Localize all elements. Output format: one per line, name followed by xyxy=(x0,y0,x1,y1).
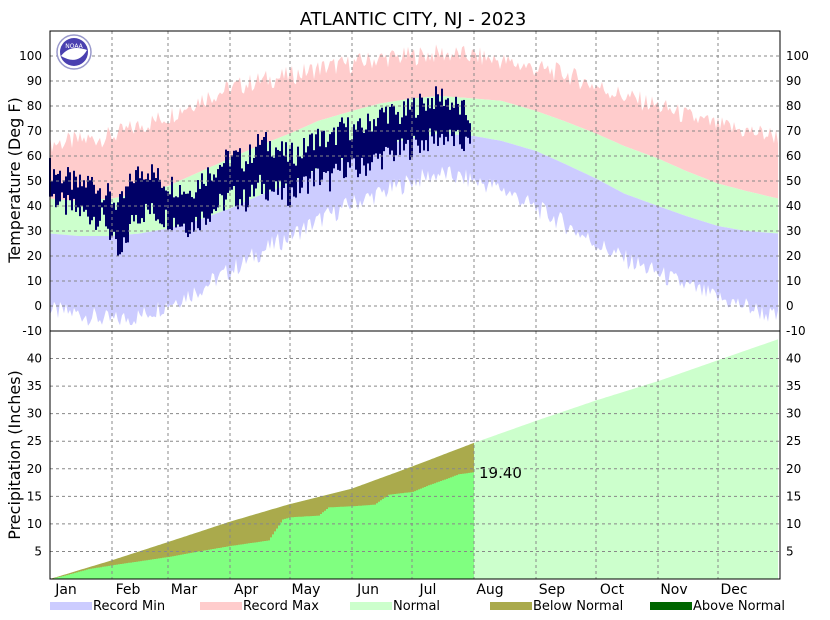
temp-tick-label-left: 50 xyxy=(27,174,42,188)
precip-tick-label-right: 30 xyxy=(786,407,801,421)
temp-tick-label-right: 40 xyxy=(786,199,801,213)
temp-tick-label-left: 20 xyxy=(27,249,42,263)
precipitation-panel: 19.40 5 5 10 10 15 15 20 20 25 25 30 30 35 35 40 40 xyxy=(27,339,801,579)
month-label: Apr xyxy=(234,582,258,598)
record-max-band xyxy=(50,44,778,202)
legend-label: Normal xyxy=(393,599,440,614)
precip-tick-label-right: 5 xyxy=(786,544,794,558)
legend-swatch xyxy=(200,602,242,610)
observed-precip-area xyxy=(50,472,474,579)
temp-tick-label-right: 60 xyxy=(786,149,801,163)
legend-label: Below Normal xyxy=(533,599,623,614)
precip-total-label: 19.40 xyxy=(479,464,522,482)
precip-tick-label-right: 15 xyxy=(786,489,801,503)
chart-title: ATLANTIC CITY, NJ - 2023 xyxy=(300,9,527,30)
month-label: Jul xyxy=(419,582,437,598)
temp-tick-label-right: 100 xyxy=(786,49,809,63)
temperature-panel: -10 -10 0 0 10 10 20 20 30 30 40 40 50 50 60 60 70 70 80 80… xyxy=(19,44,809,338)
noaa-logo-icon: NOAA xyxy=(56,34,92,70)
month-label: Jan xyxy=(54,582,77,598)
month-label: Oct xyxy=(600,582,625,598)
legend-label: Record Min xyxy=(93,599,165,614)
temp-tick-label-left: -10 xyxy=(22,324,42,338)
month-label: Dec xyxy=(720,582,747,598)
precip-tick-label-right: 35 xyxy=(786,379,801,393)
legend-swatch xyxy=(490,602,532,610)
temp-tick-label-right: 50 xyxy=(786,174,801,188)
temp-tick-label-right: -10 xyxy=(786,324,806,338)
precip-tick-label-right: 10 xyxy=(786,517,801,531)
temperature-axis-label: Temperature (Deg F) xyxy=(5,97,24,264)
temp-tick-label-left: 30 xyxy=(27,224,42,238)
precip-tick-label-left: 10 xyxy=(27,517,42,531)
precip-tick-label-left: 40 xyxy=(27,352,42,366)
precip-tick-label-left: 30 xyxy=(27,407,42,421)
temp-tick-label-right: 80 xyxy=(786,99,801,113)
temp-tick-label-left: 10 xyxy=(27,274,42,288)
precip-tick-label-left: 35 xyxy=(27,379,42,393)
normal-band xyxy=(50,96,778,236)
month-gridlines xyxy=(111,31,719,579)
temp-tick-label-left: 60 xyxy=(27,149,42,163)
precipitation-axis-label: Precipitation (Inches) xyxy=(5,370,24,540)
precip-tick-label-left: 25 xyxy=(27,434,42,448)
temp-tick-label-left: 0 xyxy=(34,299,42,313)
month-label: Sep xyxy=(539,582,566,598)
legend-swatch xyxy=(650,602,692,610)
legend-label: Record Max xyxy=(243,599,319,614)
legend-swatch xyxy=(350,602,392,610)
legend: Record Min Record Max Normal Below Normal Ab… xyxy=(50,599,785,614)
temp-tick-label-right: 90 xyxy=(786,74,801,88)
month-label: Jun xyxy=(356,582,379,598)
month-label: Nov xyxy=(660,582,687,598)
temp-tick-label-right: 70 xyxy=(786,124,801,138)
precip-tick-label-right: 20 xyxy=(786,462,801,476)
month-label: Feb xyxy=(116,582,141,598)
observed-temperature-bars xyxy=(49,86,471,257)
temp-tick-label-right: 30 xyxy=(786,224,801,238)
month-label: May xyxy=(292,582,321,598)
month-label: Aug xyxy=(476,582,503,598)
logo-text: NOAA xyxy=(65,43,83,50)
temp-tick-label-left: 100 xyxy=(19,49,42,63)
temp-tick-label-left: 70 xyxy=(27,124,42,138)
temp-tick-label-left: 80 xyxy=(27,99,42,113)
precip-tick-label-left: 15 xyxy=(27,489,42,503)
precip-tick-label-right: 40 xyxy=(786,352,801,366)
temp-tick-label-right: 20 xyxy=(786,249,801,263)
legend-swatch xyxy=(50,602,92,610)
legend-label: Above Normal xyxy=(693,599,785,614)
temp-tick-label-left: 90 xyxy=(27,74,42,88)
temp-tick-label-right: 10 xyxy=(786,274,801,288)
precip-tick-label-left: 5 xyxy=(34,544,42,558)
month-label: Mar xyxy=(171,582,198,598)
precip-tick-label-left: 20 xyxy=(27,462,42,476)
precip-tick-label-right: 25 xyxy=(786,434,801,448)
temp-tick-label-right: 0 xyxy=(786,299,794,313)
plot-frame xyxy=(49,30,781,580)
temp-tick-label-left: 40 xyxy=(27,199,42,213)
